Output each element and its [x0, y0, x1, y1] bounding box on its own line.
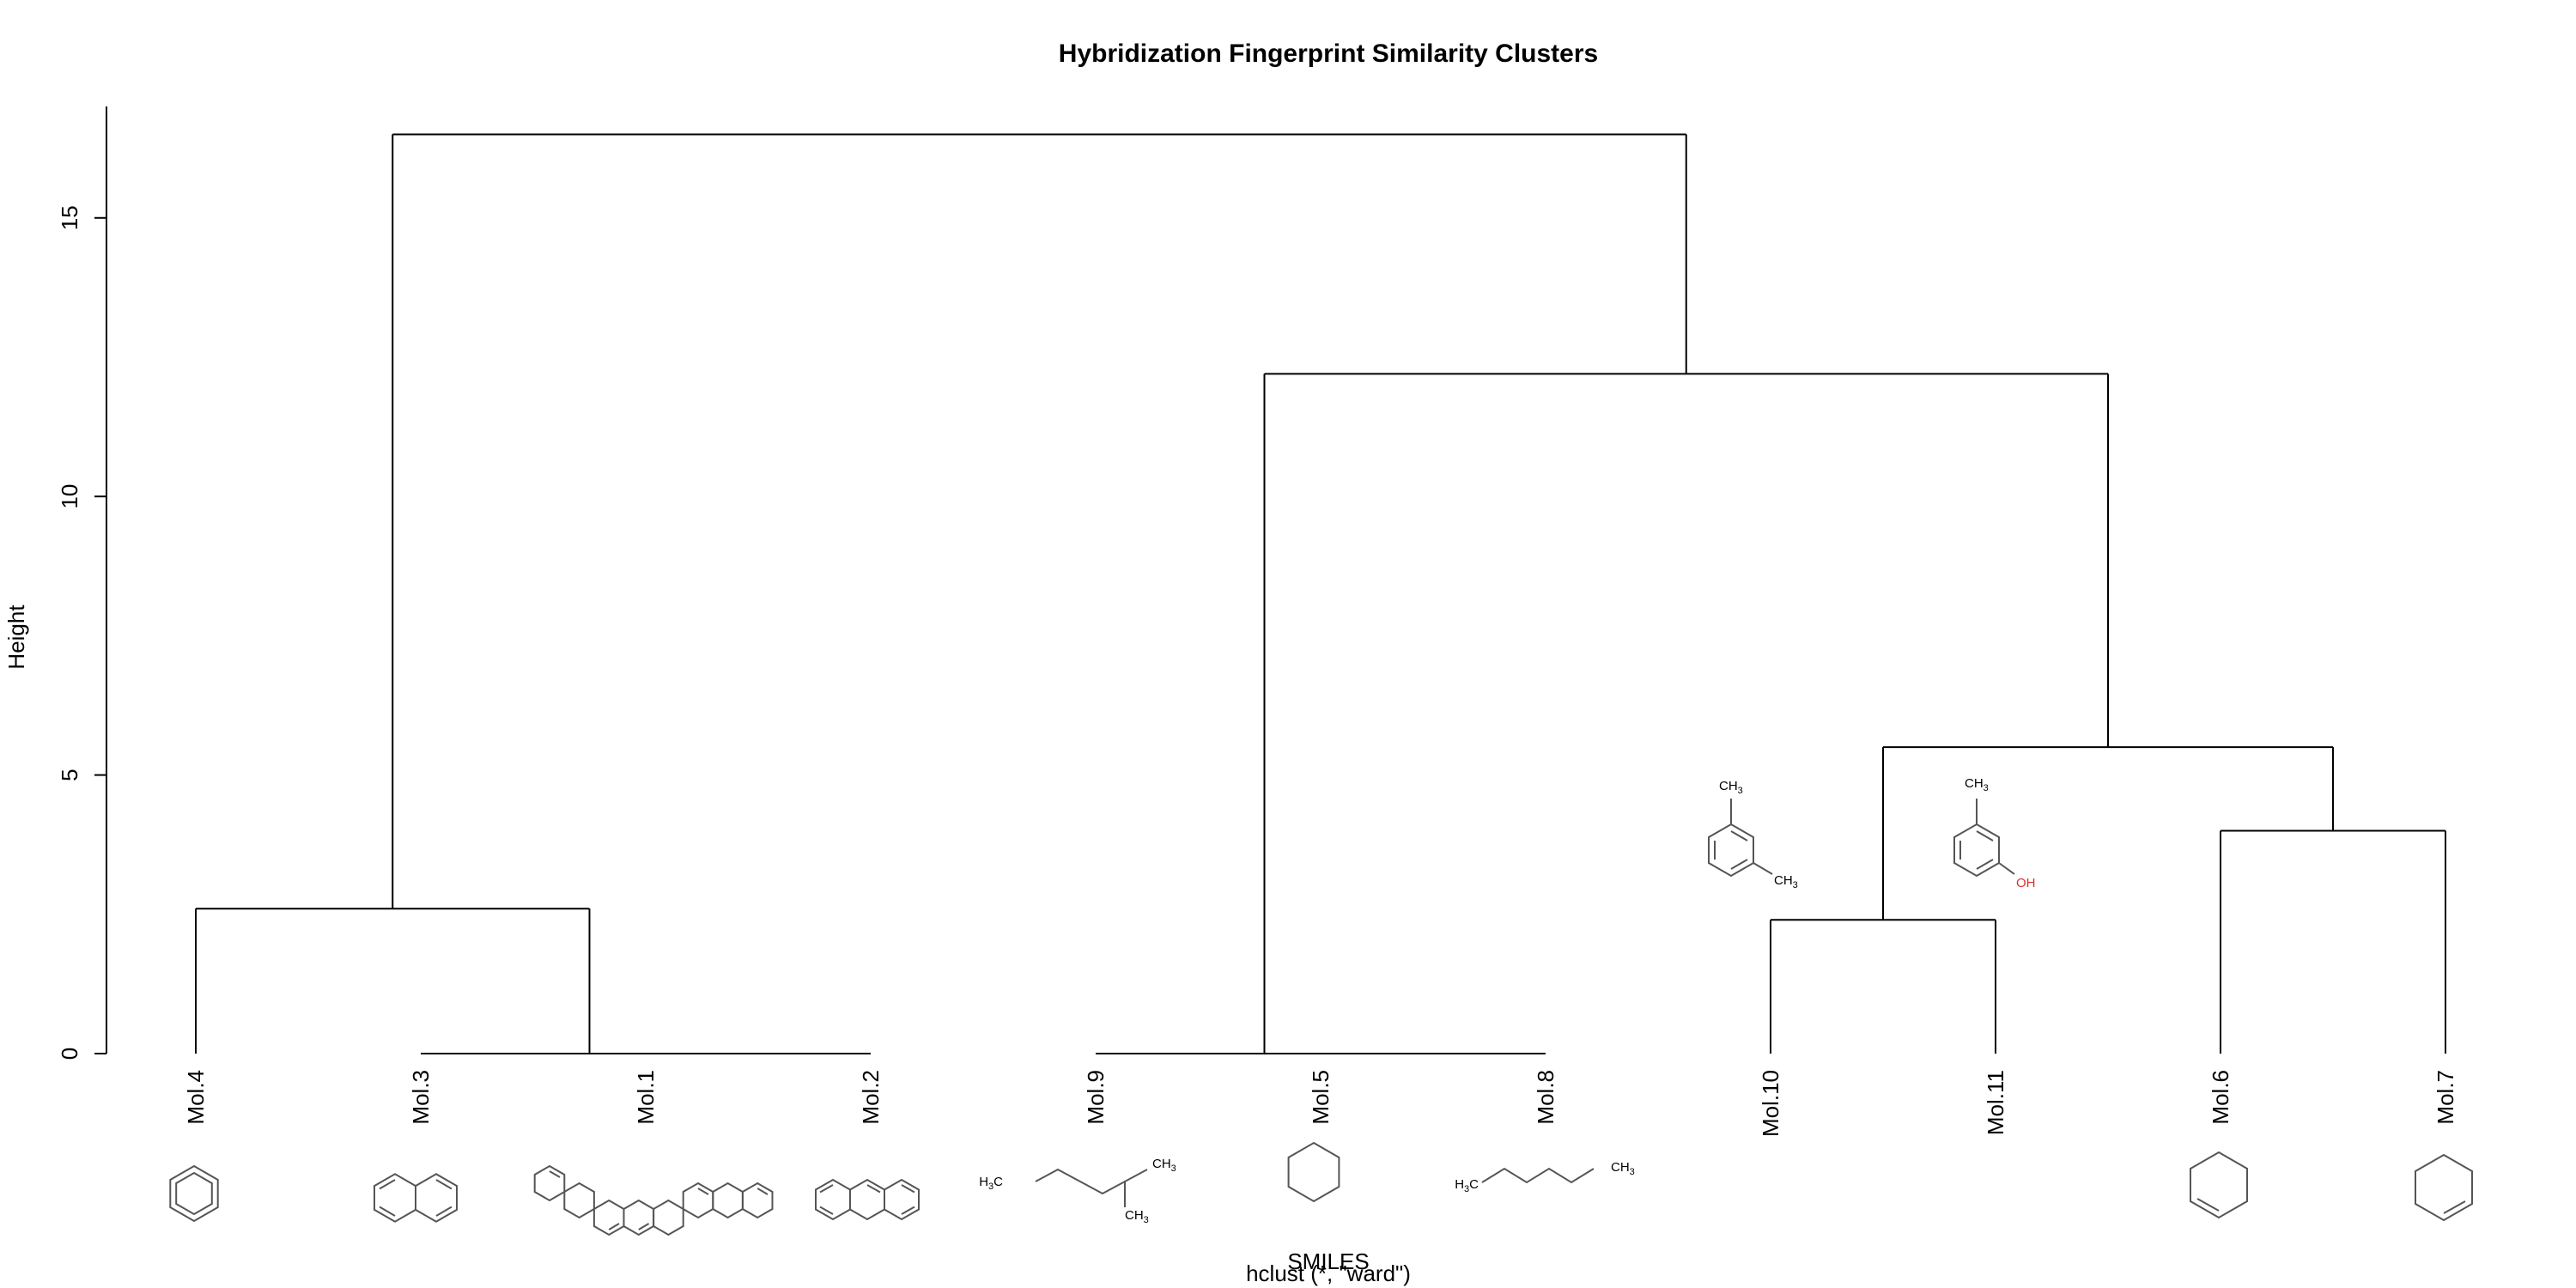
leaf-label: Mol.6 — [2208, 1070, 2233, 1125]
y-tick-label: 5 — [57, 769, 82, 781]
structure-mol-11 — [1953, 799, 2015, 878]
structure-mol-3 — [374, 1173, 458, 1223]
leaf-label: Mol.8 — [1533, 1070, 1558, 1125]
x-axis-label: SMILES — [1287, 1249, 1369, 1274]
leaf-label: Mol.10 — [1758, 1070, 1783, 1137]
structure-mol-7 — [2415, 1153, 2473, 1222]
dendrogram-branches — [195, 133, 2446, 1054]
chart-title: Hybridization Fingerprint Similarity Clu… — [1059, 39, 1598, 68]
atom-label-ch3: CH3 — [1719, 779, 1743, 796]
atom-label-ch3: CH3 — [1611, 1160, 1635, 1177]
y-tick-label: 10 — [57, 484, 82, 509]
structure-mol-9 — [1035, 1168, 1148, 1207]
y-tick-label: 15 — [57, 205, 82, 230]
structure-mol-10 — [1708, 799, 1773, 878]
leaf-label: Mol.2 — [858, 1070, 884, 1125]
atom-label-ch3: CH3 — [1125, 1208, 1149, 1225]
y-tick-label: 0 — [57, 1048, 82, 1060]
atom-label-ch3: CH3 — [1774, 873, 1798, 890]
structure-mol-1 — [533, 1164, 774, 1236]
structure-mol-6 — [2190, 1151, 2248, 1219]
chart-subtitle: hclust (*, "ward") — [1246, 1261, 1411, 1286]
leaf-label: Mol.11 — [1983, 1070, 2008, 1135]
structure-mol-5 — [1287, 1141, 1340, 1203]
leaf-label: Mol.9 — [1083, 1070, 1109, 1125]
atom-label-ch3: CH3 — [1152, 1157, 1176, 1174]
structure-mol-4 — [169, 1164, 219, 1223]
molecule-structures — [169, 799, 2473, 1236]
leaf-label: Mol.7 — [2433, 1070, 2458, 1125]
atom-label-h3c: H3C — [1455, 1177, 1479, 1194]
atom-label-h3c: H3C — [979, 1175, 1003, 1192]
y-axis: 0 5 10 15 — [57, 106, 107, 1060]
structure-mol-8 — [1481, 1167, 1595, 1184]
leaf-label: Mol.4 — [183, 1070, 209, 1125]
leaf-labels: Mol.4 Mol.3 Mol.1 Mol.2 Mol.9 Mol.5 Mol.8 Mol.1… — [183, 1070, 2458, 1137]
y-axis-label: Height — [3, 605, 29, 670]
atom-label-oh: OH — [2016, 876, 2036, 890]
leaf-label: Mol.1 — [633, 1070, 659, 1125]
molecule-atom-labels: H3C CH3 CH3 H3C CH3 CH3 CH3 CH3 OH — [979, 776, 2035, 1225]
leaf-label: Mol.5 — [1308, 1070, 1334, 1125]
leaf-label: Mol.3 — [408, 1070, 434, 1125]
structure-mol-2 — [815, 1178, 920, 1221]
atom-label-ch3: CH3 — [1965, 776, 1989, 793]
